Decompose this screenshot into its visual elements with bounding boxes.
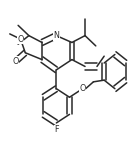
Text: O: O — [80, 84, 86, 93]
Text: F: F — [54, 125, 59, 134]
Text: O: O — [17, 34, 24, 43]
Text: O: O — [13, 57, 19, 66]
Text: N: N — [53, 31, 59, 40]
